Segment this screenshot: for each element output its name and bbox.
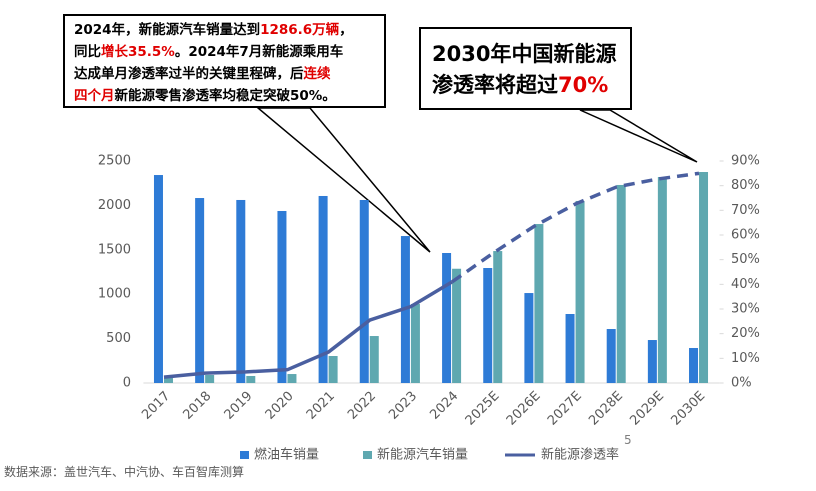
y2-tick-label: 70% <box>731 203 760 218</box>
annotation-text: 四个月 <box>74 88 115 104</box>
x-tick-label: 2023 <box>386 389 420 423</box>
annotation-text: 新能源零售渗透率均稳定突破50%。 <box>114 88 336 104</box>
y2-tick-label: 10% <box>731 351 760 366</box>
x-tick-label: 2017 <box>139 389 173 423</box>
line-series-dashed <box>451 171 700 284</box>
y2-tick-label: 30% <box>731 302 760 317</box>
bar <box>328 356 338 383</box>
legend-label: 新能源渗透率 <box>541 447 619 463</box>
bar <box>277 210 287 383</box>
annotation-line: 2030年中国新能源 <box>432 39 630 70</box>
callout-box: 2024年，新能源汽车销量达到1286.6万辆， 同比增长35.5%。2024年7… <box>63 14 386 108</box>
x-tick-label: 2026E <box>504 389 544 429</box>
bar <box>493 251 503 383</box>
bar <box>442 252 452 383</box>
bar <box>575 200 585 383</box>
annotation-line: 四个月新能源零售渗透率均稳定突破50%。 <box>74 85 384 107</box>
y-tick-label: 2500 <box>98 154 131 169</box>
bar <box>616 184 626 383</box>
bar <box>452 268 462 383</box>
legend-swatch <box>363 451 372 459</box>
bar <box>195 198 205 383</box>
bar <box>524 293 534 383</box>
x-tick-label: 2019 <box>222 389 256 423</box>
legend-swatch <box>240 451 249 459</box>
legend-label: 新能源汽车销量 <box>377 447 468 463</box>
y-tick-label: 1000 <box>98 287 131 302</box>
bar <box>153 175 163 383</box>
x-tick-label: 2020 <box>263 389 297 423</box>
y2-tick-label: 0% <box>731 376 752 391</box>
annotation-text: 连续 <box>303 66 331 82</box>
source: 数据来源：盖世汽车、中汽协、车百智库测算 <box>4 465 245 479</box>
line-series <box>163 280 453 379</box>
y2-tick-label: 60% <box>731 228 760 243</box>
annotation-text: 渗透率将超过 <box>432 73 558 97</box>
bar <box>647 340 657 383</box>
bar <box>689 348 699 383</box>
annotation-text: 。2024年7月新能源乘用车 <box>174 44 344 60</box>
callout-pointer <box>579 109 698 163</box>
bar <box>163 378 173 383</box>
y2-tick-label: 40% <box>731 277 760 292</box>
y-tick-label: 1500 <box>98 242 131 257</box>
y-tick-label: 2000 <box>98 198 131 213</box>
annotation-line: 达成单月渗透率过半的关键里程碑，后连续 <box>74 63 384 85</box>
bar <box>236 199 246 383</box>
annotation-text: 2030年中国新能源 <box>432 42 617 66</box>
x-tick-label: 2027E <box>545 389 585 429</box>
bar <box>205 375 215 383</box>
x-tick-label: 2024 <box>427 389 461 423</box>
bar <box>483 268 493 383</box>
annotation-text: 70% <box>558 73 609 97</box>
bar <box>410 303 420 383</box>
bar <box>318 195 328 383</box>
x-tick-label: 2022 <box>345 389 379 423</box>
y2-tick-label: 20% <box>731 326 760 341</box>
annotation-line: 渗透率将超过70% <box>432 70 630 101</box>
bar <box>287 374 297 383</box>
annotation-text: 1286.6万辆 <box>260 22 340 38</box>
x-tick-label: 2018 <box>180 389 214 423</box>
y2-tick-label: 90% <box>731 154 760 169</box>
annotation-text: 2024年，新能源汽车销量达到 <box>74 22 261 38</box>
annotation-text: 达成单月渗透率过半的关键里程碑，后 <box>74 66 304 82</box>
x-tick-label: 2021 <box>304 389 338 423</box>
bar <box>606 329 616 383</box>
bar <box>246 375 256 383</box>
bar <box>699 172 709 383</box>
bar <box>657 176 667 383</box>
annotation-line: 同比增长35.5%。2024年7月新能源乘用车 <box>74 41 384 63</box>
legend-label: 燃油车销量 <box>254 447 319 463</box>
x-tick-label: 2029E <box>627 389 667 429</box>
annotation-text: 增长35.5% <box>101 44 175 60</box>
x-tick-label: 2028E <box>586 389 626 429</box>
annotation-text: ， <box>339 22 353 38</box>
y2-tick-label: 80% <box>731 178 760 193</box>
y2-tick-label: 50% <box>731 252 760 267</box>
bar <box>359 199 369 383</box>
y-tick-label: 500 <box>106 331 131 346</box>
page-number: 5 <box>624 433 632 447</box>
callout-box: 2030年中国新能源 渗透率将超过70% <box>419 27 632 110</box>
bar <box>565 314 575 383</box>
bar <box>369 336 379 383</box>
x-tick-label: 2025E <box>463 389 503 429</box>
annotation-text: 同比 <box>74 44 101 60</box>
y-tick-label: 0 <box>123 376 131 391</box>
x-tick-label: 2030E <box>669 389 709 429</box>
bar <box>534 224 544 383</box>
annotation-line: 2024年，新能源汽车销量达到1286.6万辆， <box>74 19 384 41</box>
callout-pointer <box>255 107 431 253</box>
